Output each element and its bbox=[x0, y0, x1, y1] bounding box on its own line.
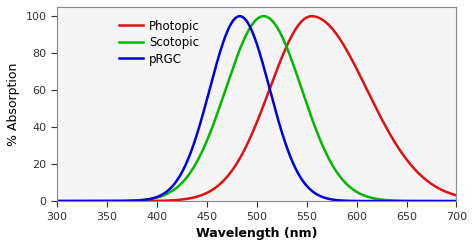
Scotopic bbox=[369, 196, 374, 199]
Photopic bbox=[238, 156, 244, 159]
pRGC bbox=[248, 28, 254, 31]
Line: Scotopic: Scotopic bbox=[57, 16, 456, 201]
Photopic bbox=[54, 200, 60, 203]
Scotopic bbox=[238, 46, 244, 49]
Line: pRGC: pRGC bbox=[57, 16, 456, 201]
Photopic bbox=[369, 98, 374, 101]
Photopic bbox=[74, 200, 80, 203]
Scotopic bbox=[54, 200, 60, 203]
Photopic bbox=[442, 190, 448, 193]
Scotopic bbox=[454, 200, 459, 203]
Y-axis label: % Absorption: % Absorption bbox=[7, 62, 20, 146]
Photopic bbox=[442, 190, 448, 193]
X-axis label: Wavelength (nm): Wavelength (nm) bbox=[196, 227, 318, 240]
Photopic bbox=[454, 194, 459, 197]
Scotopic bbox=[74, 200, 80, 203]
Line: Photopic: Photopic bbox=[57, 16, 456, 201]
pRGC bbox=[54, 200, 60, 203]
Photopic bbox=[248, 134, 254, 137]
Photopic bbox=[309, 15, 314, 18]
pRGC bbox=[237, 15, 243, 18]
pRGC bbox=[454, 200, 459, 203]
pRGC bbox=[369, 200, 374, 203]
pRGC bbox=[74, 200, 80, 203]
Scotopic bbox=[248, 24, 254, 27]
Scotopic bbox=[261, 15, 266, 18]
pRGC bbox=[238, 15, 244, 18]
Scotopic bbox=[442, 200, 448, 203]
pRGC bbox=[442, 200, 448, 203]
Legend: Photopic, Scotopic, pRGC: Photopic, Scotopic, pRGC bbox=[115, 15, 204, 70]
pRGC bbox=[442, 200, 448, 203]
Scotopic bbox=[442, 200, 448, 203]
